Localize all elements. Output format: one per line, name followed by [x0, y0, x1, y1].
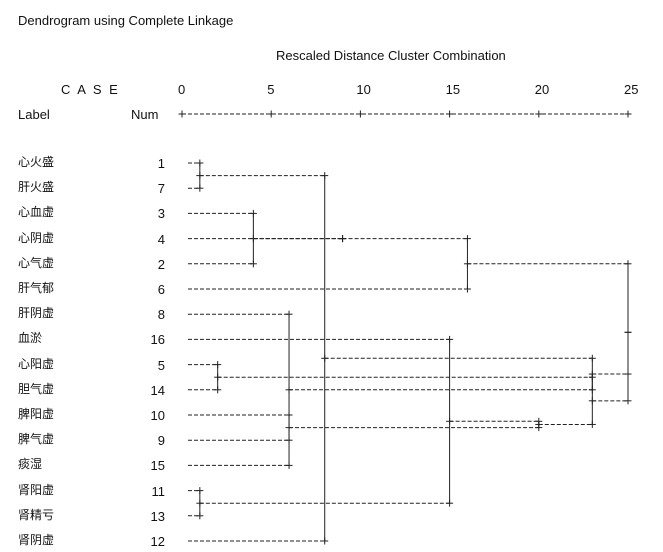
leaf-number: 15 — [150, 458, 165, 474]
leaf-number: 3 — [157, 206, 165, 222]
leaf-label: 心血虚 — [18, 205, 55, 220]
leaf-label: 心阴虚 — [18, 230, 55, 245]
leaf-label: 心阳虚 — [18, 356, 55, 371]
leaf-number: 14 — [150, 382, 165, 398]
case-header: C A S E — [61, 82, 120, 97]
leaf-label: 心气虚 — [18, 255, 55, 270]
leaf-number: 4 — [157, 231, 165, 247]
leaf-number: 5 — [157, 357, 165, 373]
leaf-number: 7 — [157, 181, 165, 197]
leaf-label: 脾阳虚 — [18, 407, 55, 421]
leaf-label: 肾阴虚 — [18, 533, 55, 547]
leaf-number: 6 — [157, 282, 165, 297]
leaf-label: 肝阴虚 — [18, 306, 55, 321]
x-tick-label: 0 — [178, 82, 186, 97]
x-tick-label: 20 — [534, 82, 550, 97]
leaf-number: 8 — [157, 307, 165, 323]
leaf-number: 10 — [150, 408, 165, 423]
leaf-label: 肝气郁 — [18, 281, 55, 295]
x-axis-label: Rescaled Distance Cluster Combination — [276, 48, 506, 63]
leaf-label: 心火盛 — [18, 155, 55, 169]
leaf-label: 肝火盛 — [18, 180, 55, 195]
leaf-number: 16 — [150, 332, 165, 348]
chart-title: Dendrogram using Complete Linkage — [18, 13, 234, 28]
leaf-label: 胆气虚 — [18, 381, 55, 396]
x-tick-label: 5 — [267, 82, 275, 97]
num-header: Num — [131, 107, 159, 122]
leaf-number: 13 — [150, 508, 165, 524]
x-tick-label: 15 — [445, 82, 461, 97]
leaf-label: 脾气虚 — [18, 432, 55, 447]
leaf-number: 9 — [157, 433, 165, 449]
leaf-label: 肾精亏 — [18, 507, 55, 522]
leaf-number: 12 — [150, 534, 165, 549]
x-tick-label: 10 — [356, 82, 371, 97]
label-header: Label — [18, 107, 50, 122]
leaf-label: 肾阳虚 — [18, 482, 55, 497]
leaf-label: 血淤 — [18, 331, 43, 346]
leaf-label: 痰湿 — [18, 457, 43, 472]
x-tick-label: 25 — [624, 82, 639, 97]
leaf-number: 1 — [157, 156, 165, 171]
leaf-number: 2 — [157, 256, 165, 272]
leaf-number: 11 — [151, 483, 166, 499]
